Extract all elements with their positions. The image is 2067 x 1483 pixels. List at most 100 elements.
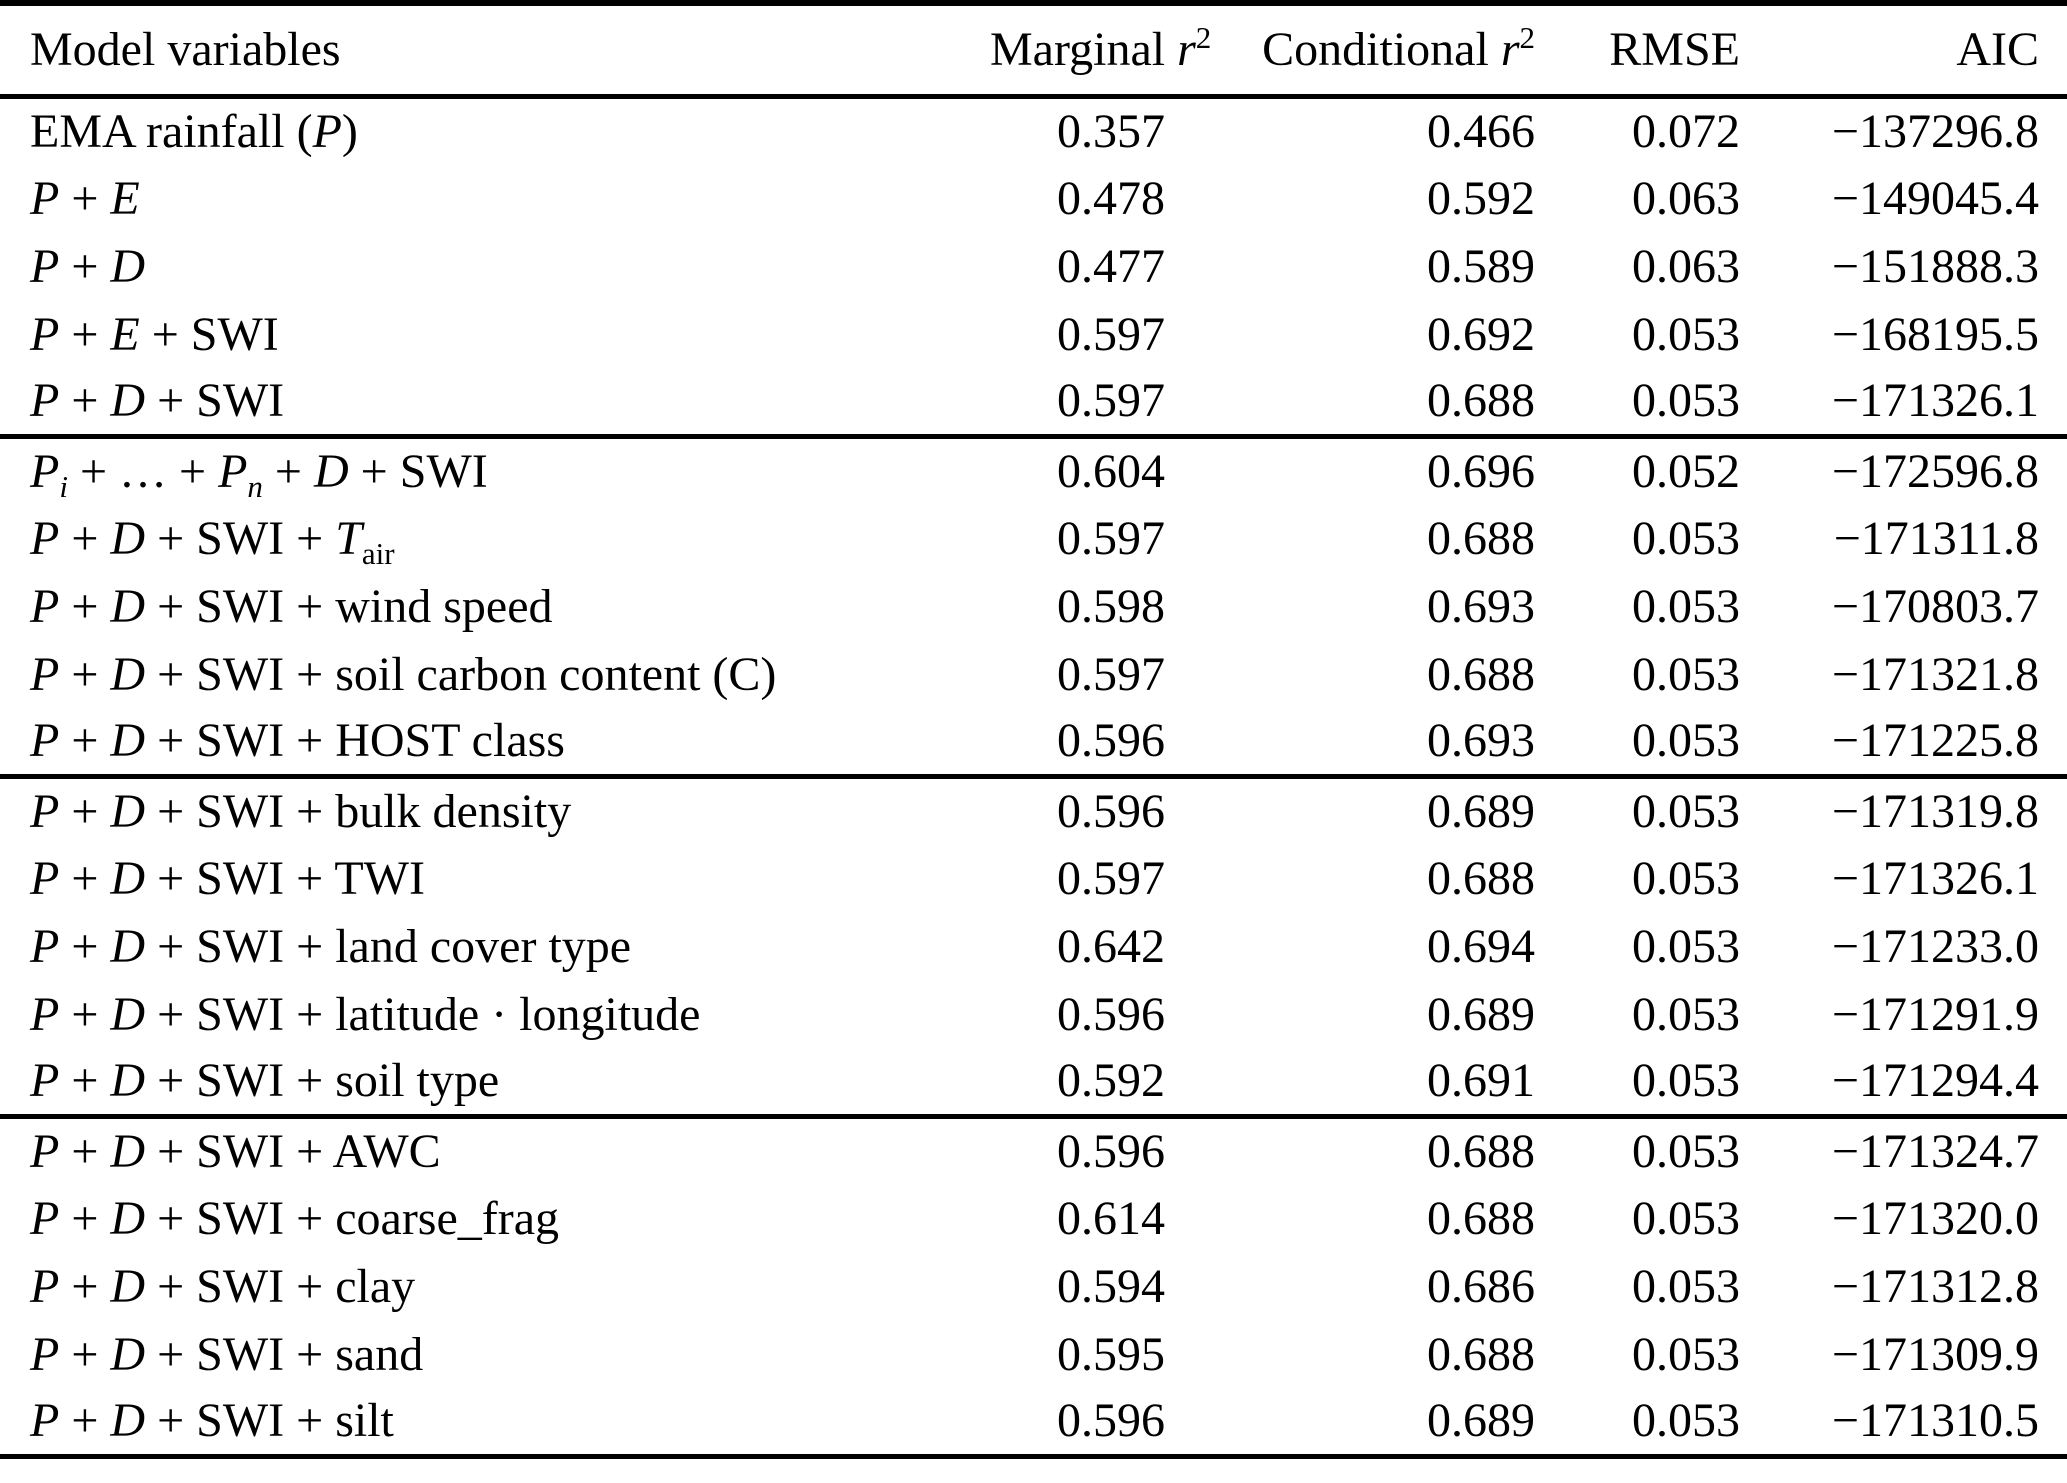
marginal-r2-cell: 0.596 <box>1057 1394 1165 1448</box>
math-variable: D <box>110 1054 146 1108</box>
aic-cell: −151888.3 <box>1831 239 2039 293</box>
math-variable: E <box>110 171 140 225</box>
conditional-r2-cell: 0.688 <box>1427 647 1535 701</box>
conditional-r2-cell: 0.688 <box>1427 1124 1535 1178</box>
model-variables-cell: P + D + SWI + bulk density <box>30 784 572 838</box>
math-variable: P <box>30 714 60 768</box>
conditional-r2-cell: 0.688 <box>1427 851 1535 905</box>
table-row: P + D + SWI + Tair 0.597 0.688 0.053 −171311… <box>0 504 2067 572</box>
aic-cell: −171324.7 <box>1831 1124 2039 1178</box>
aic-cell: −171326.1 <box>1831 374 2039 428</box>
math-variable: D <box>110 1259 146 1313</box>
conditional-r2-cell: 0.589 <box>1427 239 1535 293</box>
model-variables-cell: P + D + SWI + HOST class <box>30 714 565 768</box>
math-variable: P <box>30 374 60 428</box>
row-group-2: Pi + … + Pn + D + SWI 0.604 0.696 0.052 −172… <box>0 436 2067 776</box>
marginal-r2-cell: 0.357 <box>1057 104 1165 158</box>
math-variable: P <box>30 1259 60 1313</box>
marginal-r2-cell: 0.478 <box>1057 171 1165 225</box>
marginal-r2-cell: 0.598 <box>1057 579 1165 633</box>
conditional-r2-cell: 0.689 <box>1427 987 1535 1041</box>
row-group-4: P + D + SWI + AWC 0.596 0.688 0.053 −171324.… <box>0 1116 2067 1456</box>
model-variables-cell: P + E + SWI <box>30 307 279 361</box>
table-row: P + D + SWI + soil carbon content (C) 0.5… <box>0 640 2067 708</box>
conditional-r2-cell: 0.688 <box>1427 1191 1535 1245</box>
table-row: P + D + SWI + soil type 0.592 0.691 0.053 −1… <box>0 1048 2067 1116</box>
math-variable: D <box>110 1394 146 1448</box>
rmse-cell: 0.053 <box>1632 784 1740 838</box>
table-row: P + D + SWI + clay 0.594 0.686 0.053 −171312… <box>0 1252 2067 1320</box>
rmse-cell: 0.053 <box>1632 511 1740 565</box>
conditional-r2-cell: 0.691 <box>1427 1054 1535 1108</box>
math-variable: D <box>110 511 146 565</box>
rmse-cell: 0.053 <box>1632 647 1740 701</box>
model-variables-cell: P + D <box>30 239 146 293</box>
rmse-cell: 0.072 <box>1632 104 1740 158</box>
rmse-cell: 0.053 <box>1632 374 1740 428</box>
aic-cell: −171291.9 <box>1831 987 2039 1041</box>
superscript: 2 <box>1519 20 1536 56</box>
math-variable: P <box>30 784 60 838</box>
subscript: air <box>361 535 395 571</box>
rmse-cell: 0.053 <box>1632 714 1740 768</box>
math-variable: P <box>30 987 60 1041</box>
aic-cell: −171310.5 <box>1831 1394 2039 1448</box>
math-variable: P <box>312 104 342 158</box>
table-header: Model variables Marginal r2 Conditional r2… <box>0 3 2067 96</box>
table-row: Pi + … + Pn + D + SWI 0.604 0.696 0.052 −172… <box>0 436 2067 504</box>
marginal-r2-cell: 0.597 <box>1057 374 1165 428</box>
math-variable: P <box>30 919 60 973</box>
model-variables-cell: P + E <box>30 171 140 225</box>
table-row: P + D 0.477 0.589 0.063 −151888.3 <box>0 232 2067 300</box>
table-row: P + D + SWI + wind speed 0.598 0.693 0.053 −… <box>0 572 2067 640</box>
marginal-r2-cell: 0.594 <box>1057 1259 1165 1313</box>
marginal-r2-cell: 0.595 <box>1057 1327 1165 1381</box>
model-variables-cell: P + D + SWI + land cover type <box>30 919 632 973</box>
marginal-r2-cell: 0.592 <box>1057 1054 1165 1108</box>
math-variable: T <box>335 511 362 565</box>
math-variable: P <box>30 1327 60 1381</box>
table-row: P + D + SWI + land cover type 0.642 0.694 0… <box>0 912 2067 980</box>
math-variable: P <box>30 239 60 293</box>
aic-cell: −149045.4 <box>1831 171 2039 225</box>
conditional-r2-cell: 0.689 <box>1427 1394 1535 1448</box>
conditional-r2-cell: 0.688 <box>1427 511 1535 565</box>
aic-cell: −170803.7 <box>1831 579 2039 633</box>
math-variable: D <box>110 1191 146 1245</box>
model-variables-cell: EMA rainfall (P) <box>30 104 358 158</box>
marginal-r2-cell: 0.597 <box>1057 851 1165 905</box>
aic-cell: −171312.8 <box>1831 1259 2039 1313</box>
table-row: P + D + SWI + AWC 0.596 0.688 0.053 −171324.… <box>0 1116 2067 1184</box>
conditional-r2-cell: 0.693 <box>1427 714 1535 768</box>
header-row: Model variables Marginal r2 Conditional r2… <box>0 3 2067 96</box>
table-row: P + D + SWI + silt 0.596 0.689 0.053 −171310… <box>0 1388 2067 1456</box>
table-row: P + E 0.478 0.592 0.063 −149045.4 <box>0 164 2067 232</box>
rmse-cell: 0.053 <box>1632 1394 1740 1448</box>
marginal-r2-cell: 0.614 <box>1057 1191 1165 1245</box>
conditional-r2-cell: 0.688 <box>1427 1327 1535 1381</box>
model-variables-cell: P + D + SWI <box>30 374 285 428</box>
aic-cell: −172596.8 <box>1831 444 2039 498</box>
aic-cell: −171225.8 <box>1831 714 2039 768</box>
subscript: i <box>59 468 68 504</box>
math-variable: D <box>110 1124 146 1178</box>
conditional-r2-cell: 0.466 <box>1427 104 1535 158</box>
math-variable: D <box>110 579 146 633</box>
conditional-r2-cell: 0.692 <box>1427 307 1535 361</box>
math-variable: P <box>30 579 60 633</box>
table-row: P + D + SWI + latitude · longitude 0.596 0… <box>0 980 2067 1048</box>
marginal-r2-cell: 0.597 <box>1057 511 1165 565</box>
rmse-cell: 0.053 <box>1632 307 1740 361</box>
marginal-r2-cell: 0.597 <box>1057 307 1165 361</box>
marginal-r2-cell: 0.596 <box>1057 714 1165 768</box>
table-row: P + D + SWI 0.597 0.688 0.053 −171326.1 <box>0 368 2067 436</box>
rmse-cell: 0.053 <box>1632 1259 1740 1313</box>
aic-cell: −137296.8 <box>1831 104 2039 158</box>
table-row: EMA rainfall (P) 0.357 0.466 0.072 −137296.8 <box>0 96 2067 164</box>
rmse-cell: 0.053 <box>1632 1327 1740 1381</box>
table-row: P + D + SWI + coarse_frag 0.614 0.688 0.053… <box>0 1184 2067 1252</box>
marginal-r2-cell: 0.596 <box>1057 784 1165 838</box>
column-header-model: Model variables <box>30 23 341 77</box>
math-variable: D <box>110 374 146 428</box>
